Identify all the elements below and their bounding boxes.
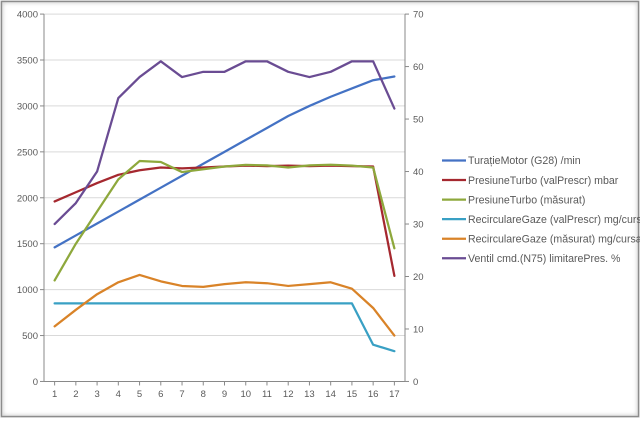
- svg-text:10: 10: [413, 324, 424, 335]
- svg-text:16: 16: [368, 389, 379, 400]
- svg-text:8: 8: [201, 389, 206, 400]
- svg-text:RecirculareGaze (măsurat) mg/: RecirculareGaze (măsurat) mg/cursa: [468, 233, 640, 245]
- svg-text:7: 7: [179, 389, 184, 400]
- svg-text:500: 500: [22, 331, 38, 342]
- svg-text:PresiuneTurbo (măsurat): PresiuneTurbo (măsurat): [468, 194, 585, 206]
- svg-text:Ventil cmd.(N75) limitarePres.: Ventil cmd.(N75) limitarePres. %: [468, 253, 621, 265]
- svg-text:12: 12: [283, 389, 294, 400]
- svg-text:11: 11: [262, 389, 272, 400]
- svg-text:30: 30: [413, 220, 424, 231]
- svg-text:9: 9: [222, 389, 227, 400]
- svg-text:1000: 1000: [17, 285, 38, 296]
- svg-text:1: 1: [52, 389, 57, 400]
- svg-text:14: 14: [325, 389, 336, 400]
- svg-text:70: 70: [413, 10, 424, 21]
- svg-text:20: 20: [413, 272, 424, 283]
- svg-text:40: 40: [413, 167, 424, 178]
- svg-text:3000: 3000: [17, 101, 38, 112]
- svg-text:RecirculareGaze (valPrescr) m: RecirculareGaze (valPrescr) mg/cursa: [468, 214, 640, 226]
- svg-text:2: 2: [73, 389, 78, 400]
- svg-text:1500: 1500: [17, 239, 38, 250]
- svg-text:2500: 2500: [17, 147, 38, 158]
- svg-text:5: 5: [137, 389, 142, 400]
- svg-text:PresiuneTurbo (valPrescr) mba: PresiuneTurbo (valPrescr) mbar: [468, 175, 619, 187]
- svg-text:4000: 4000: [17, 10, 38, 21]
- svg-text:10: 10: [240, 389, 251, 400]
- svg-text:17: 17: [389, 389, 400, 400]
- svg-text:3500: 3500: [17, 56, 38, 67]
- svg-text:60: 60: [413, 62, 424, 73]
- svg-text:0: 0: [33, 377, 38, 388]
- svg-text:2000: 2000: [17, 193, 38, 204]
- svg-text:6: 6: [158, 389, 163, 400]
- svg-text:TurațieMotor (G28) /min: TurațieMotor (G28) /min: [468, 155, 581, 167]
- svg-text:4: 4: [116, 389, 121, 400]
- svg-text:13: 13: [304, 389, 315, 400]
- svg-text:3: 3: [94, 389, 99, 400]
- svg-text:50: 50: [413, 115, 424, 126]
- svg-text:15: 15: [347, 389, 358, 400]
- svg-text:0: 0: [413, 377, 418, 388]
